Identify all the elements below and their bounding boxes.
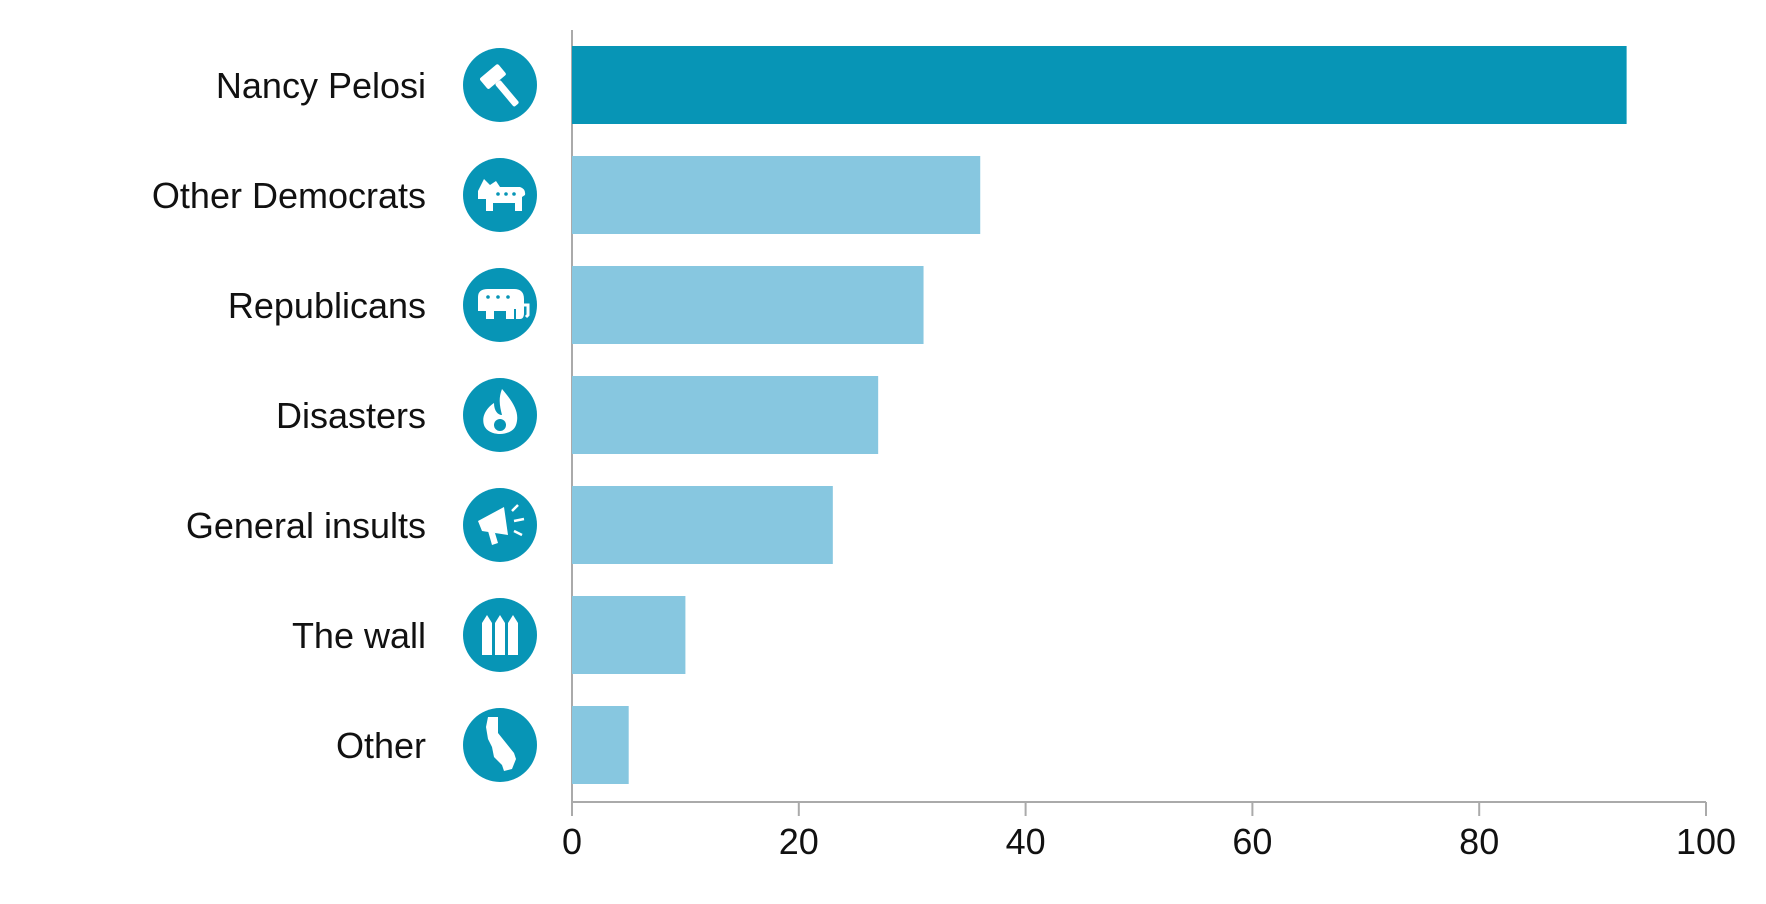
california-icon	[463, 708, 537, 782]
x-tick-label: 0	[562, 821, 582, 862]
x-tick-label: 20	[779, 821, 819, 862]
wall-icon	[463, 598, 537, 672]
bar	[572, 596, 686, 674]
x-tick-label: 60	[1232, 821, 1272, 862]
category-label: Other	[336, 725, 426, 766]
donkey-icon	[463, 158, 537, 232]
category-label: Nancy Pelosi	[216, 65, 426, 106]
bar	[572, 266, 924, 344]
x-tick-label: 80	[1459, 821, 1499, 862]
elephant-icon	[463, 268, 537, 342]
x-tick-label: 100	[1676, 821, 1736, 862]
category-label: Republicans	[228, 285, 426, 326]
bar	[572, 486, 833, 564]
category-label: General insults	[186, 505, 426, 546]
x-tick-label: 40	[1006, 821, 1046, 862]
category-label: Other Democrats	[152, 175, 426, 216]
megaphone-icon	[463, 488, 537, 562]
bar	[572, 706, 629, 784]
gavel-icon	[463, 48, 537, 122]
bar	[572, 376, 879, 454]
category-label: The wall	[292, 615, 426, 656]
category-label: Disasters	[276, 395, 426, 436]
bar	[572, 156, 981, 234]
flame-icon	[463, 378, 537, 452]
bar	[572, 46, 1627, 124]
